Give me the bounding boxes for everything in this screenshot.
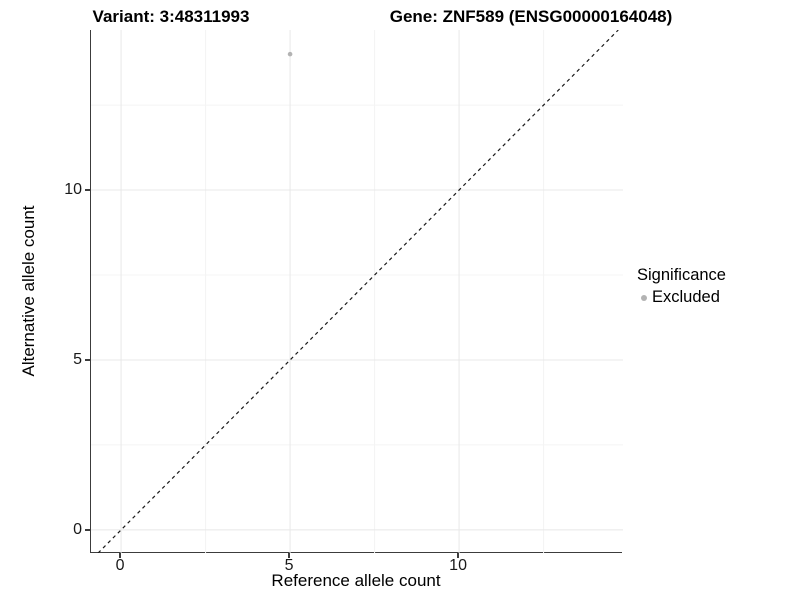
legend-item-excluded: Excluded bbox=[637, 288, 726, 307]
y-tick-mark bbox=[85, 189, 90, 191]
identity-dashed-line bbox=[97, 30, 619, 553]
legend-item-label: Excluded bbox=[652, 288, 720, 306]
y-axis-title: Alternative allele count bbox=[19, 205, 38, 377]
legend: Significance Excluded bbox=[637, 266, 726, 307]
plot-title-variant: Variant: 3:48311993 bbox=[92, 7, 250, 26]
data-point bbox=[287, 51, 293, 57]
y-tick-label: 5 bbox=[73, 350, 82, 368]
x-tick-mark bbox=[457, 553, 459, 558]
y-tick-label: 10 bbox=[64, 181, 82, 199]
x-tick-mark bbox=[288, 553, 290, 558]
x-tick-label: 5 bbox=[284, 557, 294, 574]
x-axis-title: Reference allele count bbox=[271, 571, 441, 590]
x-tick-mark bbox=[119, 553, 121, 558]
legend-title: Significance bbox=[637, 266, 726, 284]
y-tick-mark bbox=[85, 359, 90, 361]
legend-swatch-dot bbox=[641, 294, 647, 301]
x-tick-label: 10 bbox=[449, 557, 467, 574]
plot-title-gene: Gene: ZNF589 (ENSG00000164048) bbox=[389, 7, 673, 26]
y-tick-label: 0 bbox=[73, 520, 82, 538]
plot-panel bbox=[90, 30, 623, 553]
plot-canvas bbox=[91, 30, 623, 553]
x-tick-label: 0 bbox=[115, 557, 125, 574]
y-tick-mark bbox=[85, 529, 90, 531]
